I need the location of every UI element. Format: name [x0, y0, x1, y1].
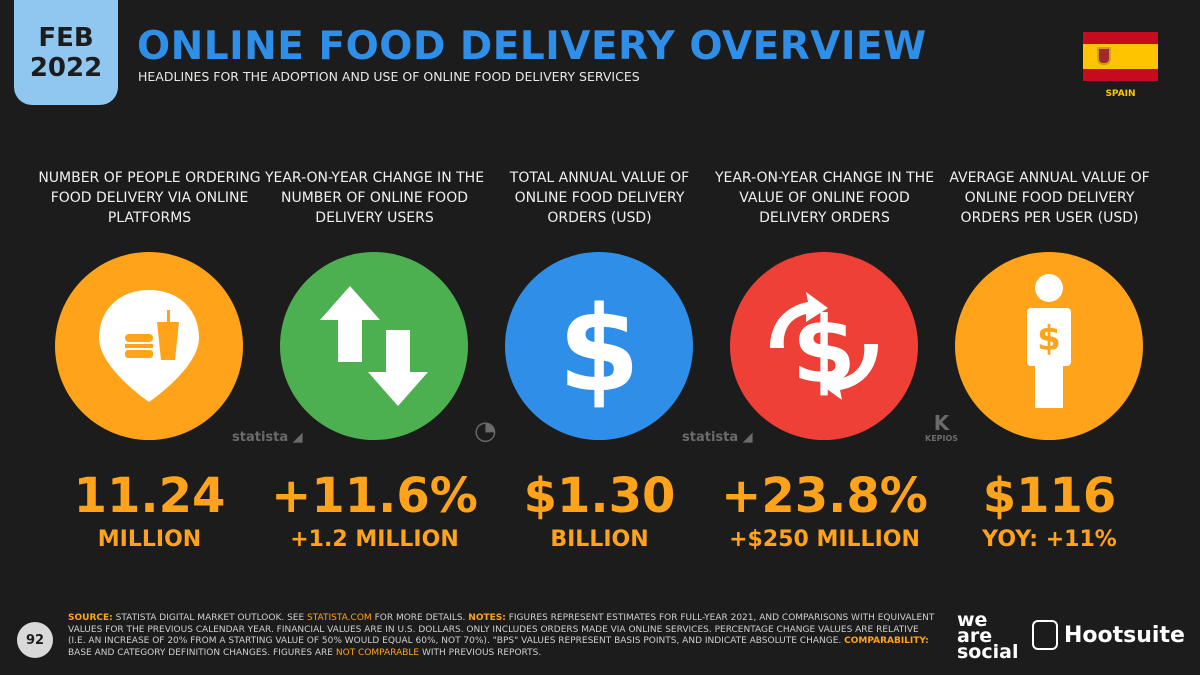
stat-value: +11.6% — [271, 468, 478, 524]
datareportal-watermark-icon: ◔ — [474, 416, 497, 446]
svg-text:$: $ — [1037, 319, 1061, 359]
date-badge: FEB 2022 — [14, 0, 118, 105]
source-notes: SOURCE: STATISTA DIGITAL MARKET OUTLOOK.… — [68, 613, 935, 658]
svg-text:$: $ — [558, 280, 640, 418]
dollar-icon: $ — [505, 252, 693, 440]
stat-value: $1.30 — [523, 468, 676, 524]
stat-value: 11.24 — [73, 468, 226, 524]
stat-heading: AVERAGE ANNUAL VALUE OF ONLINE FOOD DELI… — [949, 170, 1150, 226]
page-title: ONLINE FOOD DELIVERY OVERVIEW — [137, 24, 927, 69]
dollar-change-icon: $ — [730, 252, 918, 440]
stat-heading: YEAR-ON-YEAR CHANGE IN THE VALUE OF ONLI… — [714, 170, 935, 226]
stat-sub-value: MILLION — [97, 527, 202, 552]
stat-sub-value: +1.2 MILLION — [290, 527, 459, 552]
source-link[interactable]: STATISTA.COM — [307, 613, 372, 623]
we-are-social-logo: we are social — [957, 609, 1019, 663]
stat-heading: YEAR-ON-YEAR CHANGE IN THE NUMBER OF ONL… — [264, 170, 485, 226]
stat-sub-value: +$250 MILLION — [729, 527, 920, 552]
kepios-watermark: K KEPIOS — [925, 411, 959, 443]
statista-watermark: statista ◢ — [232, 430, 303, 445]
stat-sub-value: BILLION — [550, 527, 649, 552]
page-subtitle: HEADLINES FOR THE ADOPTION AND USE OF ON… — [138, 69, 640, 84]
stat-value: +23.8% — [721, 468, 928, 524]
date-month: FEB — [38, 22, 94, 53]
statista-watermark: statista ◢ — [682, 430, 753, 445]
hootsuite-logo: Hootsuite — [1032, 620, 1185, 650]
up-down-arrows-icon — [280, 252, 468, 440]
date-year: 2022 — [29, 52, 103, 83]
country-label: SPAIN — [1105, 89, 1136, 99]
stat-value: $116 — [982, 468, 1117, 524]
stat-sub-value: YOY: +11% — [982, 527, 1117, 552]
page-number: 92 — [17, 622, 53, 658]
owl-icon — [1032, 620, 1058, 650]
person-dollar-icon: $ — [955, 252, 1143, 440]
food-location-pin-icon — [55, 252, 243, 440]
spain-flag-icon — [1083, 32, 1158, 81]
stat-heading: TOTAL ANNUAL VALUE OF ONLINE FOOD DELIVE… — [509, 170, 690, 226]
stat-heading: NUMBER OF PEOPLE ORDERING FOOD DELIVERY … — [38, 170, 261, 226]
